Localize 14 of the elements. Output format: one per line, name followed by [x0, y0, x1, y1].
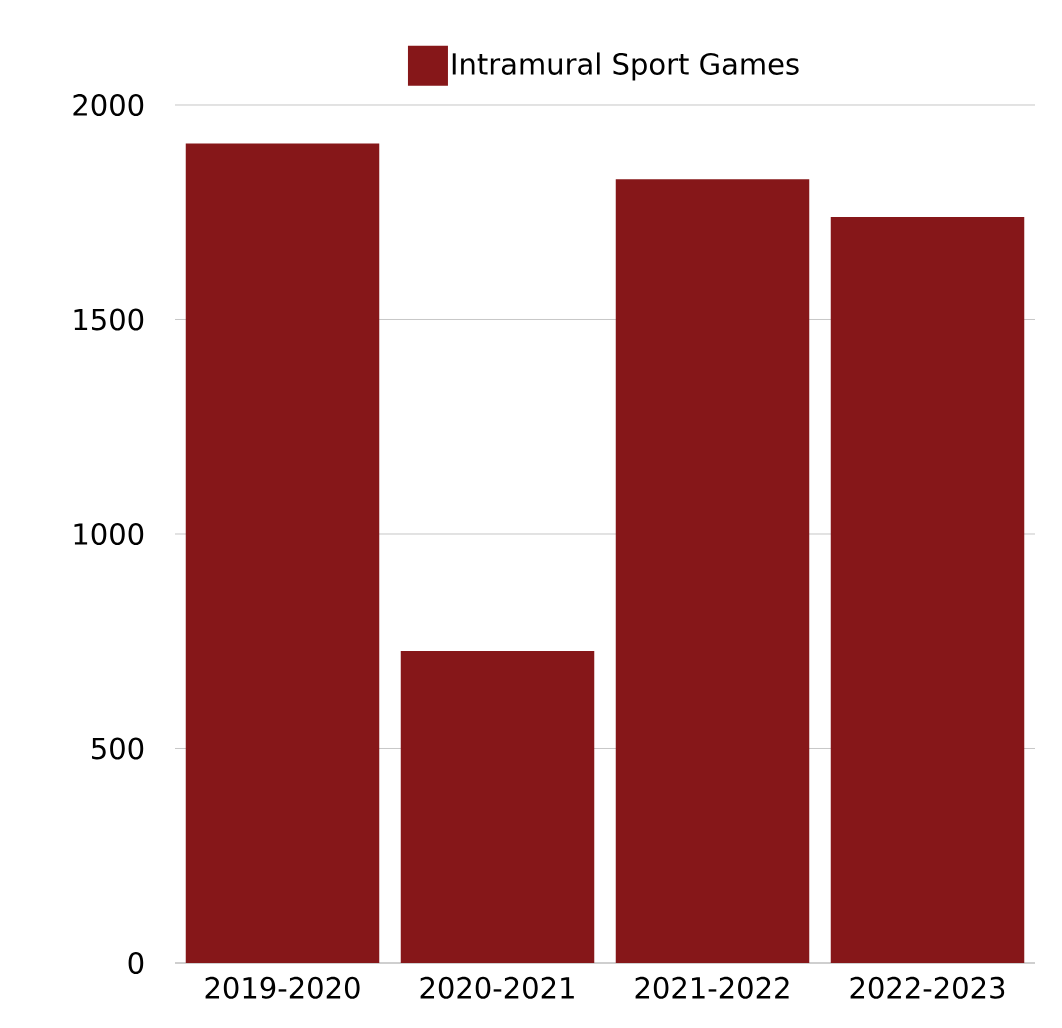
x-tick-label: 2021-2022: [635, 976, 789, 999]
y-tick-label: 0: [128, 952, 144, 974]
bar: [830, 216, 1025, 963]
y-tick-label: 2000: [73, 94, 144, 116]
bar: [185, 143, 380, 963]
bar: [400, 651, 595, 963]
x-tick-label: 2020-2021: [420, 976, 574, 999]
y-tick-label: 500: [92, 737, 144, 760]
x-tick-label: 2022-2023: [850, 976, 1005, 999]
legend-label: Intramural Sport Games: [452, 52, 799, 81]
y-tick-label: 1500: [74, 308, 144, 331]
y-tick-label: 1000: [74, 523, 144, 545]
x-tick-label: 2019-2020: [205, 976, 360, 999]
bar: [615, 179, 810, 963]
